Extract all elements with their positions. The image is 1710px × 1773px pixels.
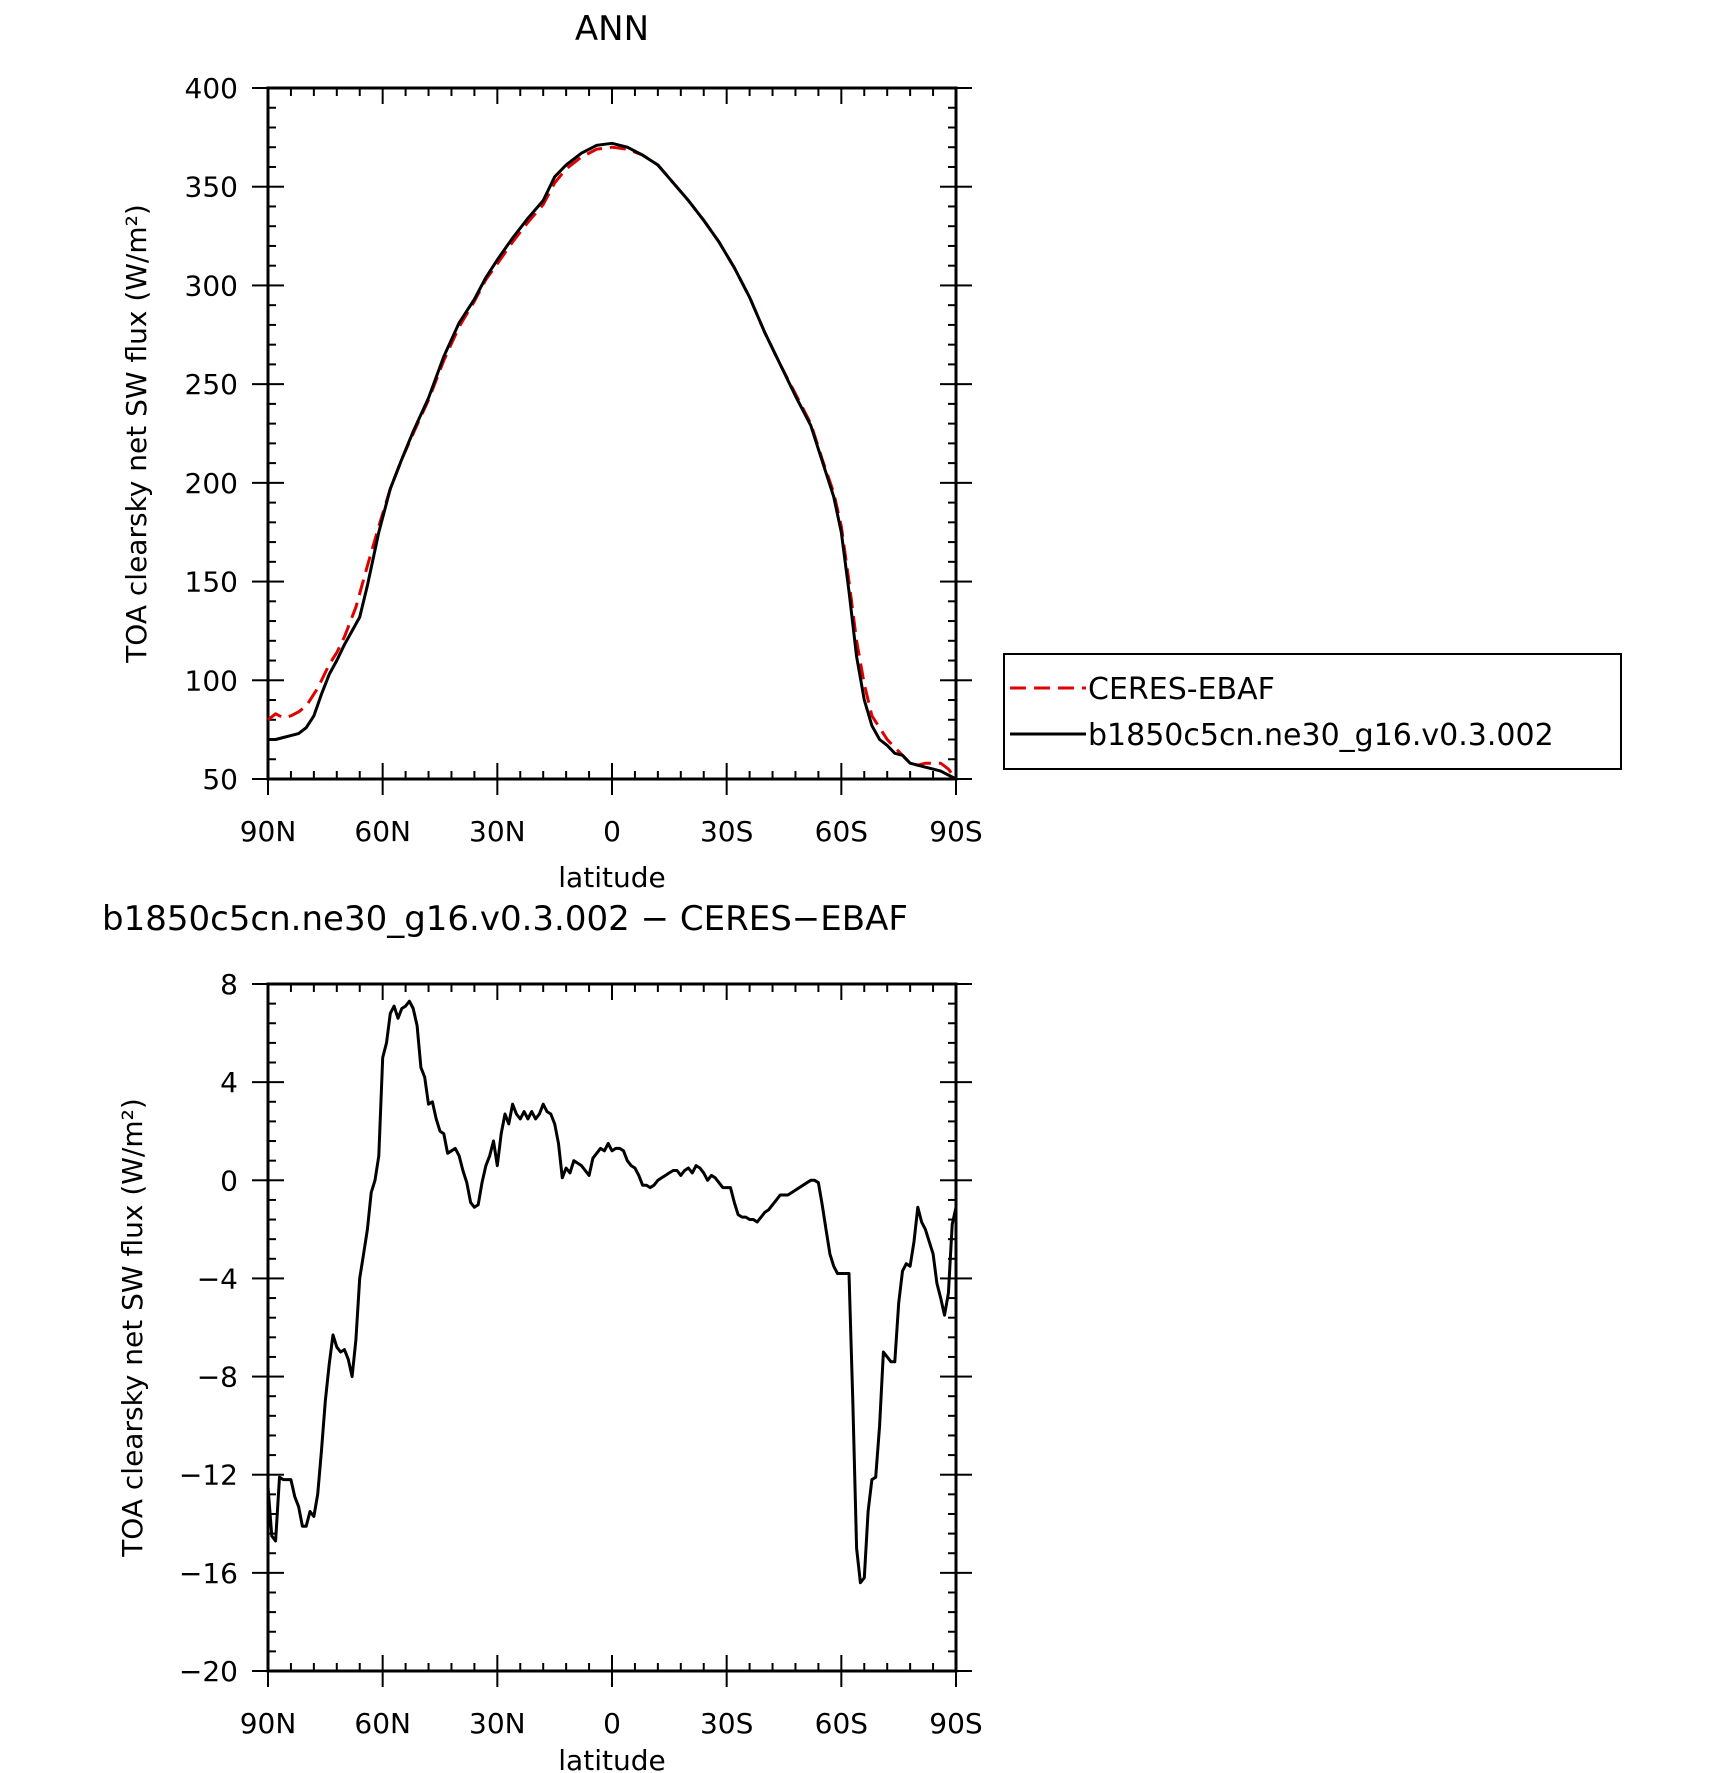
y-tick-label: −16: [179, 1557, 238, 1590]
series-line-0: [267, 145, 958, 780]
x-tick-label: 60N: [354, 1707, 411, 1740]
legend: CERES-EBAF b1850c5cn.ne30_g16.v0.3.002: [1003, 653, 1622, 770]
chart-panel-1: b1850c5cn.ne30_g16.v0.3.002 − CERES−EBAF…: [102, 899, 983, 1773]
y-tick-label: 300: [185, 269, 238, 302]
x-tick-label: 30N: [469, 815, 526, 848]
y-tick-label: −4: [197, 1262, 238, 1295]
y-tick-label: 150: [185, 566, 238, 599]
y-tick-label: 8: [220, 968, 238, 1001]
legend-label-1: b1850c5cn.ne30_g16.v0.3.002: [1088, 718, 1554, 753]
x-tick-label: 60N: [354, 815, 411, 848]
x-tick-label: 90S: [929, 815, 982, 848]
x-axis-label: latitude: [558, 1744, 665, 1773]
y-tick-label: 0: [220, 1164, 238, 1197]
x-tick-label: 60S: [815, 1707, 868, 1740]
y-tick-label: 4: [220, 1066, 238, 1099]
y-tick-label: 50: [202, 763, 238, 796]
plot-frame: [266, 86, 958, 781]
x-tick-label: 0: [603, 815, 621, 848]
y-tick-label: 250: [185, 368, 238, 401]
y-tick-label: −8: [197, 1361, 238, 1394]
y-tick-label: −20: [179, 1655, 238, 1688]
y-axis-label: TOA clearsky net SW flux (W/m²): [120, 204, 153, 664]
chart-panel-0: ANN 90N 60N 30N 0 30S 60S 90S 50 100 150 200 250 300 3…: [120, 9, 1622, 894]
x-tick-label: 90N: [240, 815, 297, 848]
series-line-0: [266, 999, 958, 1585]
series-line-1: [268, 141, 957, 781]
x-tick-label: 30N: [469, 1707, 526, 1740]
y-tick-label: 400: [185, 72, 238, 105]
x-tick-label: 30S: [700, 1707, 753, 1740]
chart-title: ANN: [575, 9, 649, 49]
x-tick-label: 90N: [240, 1707, 297, 1740]
y-tick-label: 200: [185, 467, 238, 500]
chart-title: b1850c5cn.ne30_g16.v0.3.002 − CERES−EBAF: [102, 899, 908, 939]
x-tick-label: 30S: [700, 815, 753, 848]
legend-box: [1003, 653, 1622, 770]
legend-label-0: CERES-EBAF: [1088, 672, 1275, 707]
y-tick-label: 100: [185, 664, 238, 697]
x-tick-label: 60S: [815, 815, 868, 848]
y-axis-label: TOA clearsky net SW flux (W/m²): [116, 1098, 149, 1558]
x-tick-label: 90S: [929, 1707, 982, 1740]
x-axis-label: latitude: [558, 861, 665, 894]
x-tick-label: 0: [603, 1707, 621, 1740]
y-tick-label: 350: [185, 171, 238, 204]
plot-frame: [266, 982, 958, 1673]
y-tick-label: −12: [179, 1459, 238, 1492]
